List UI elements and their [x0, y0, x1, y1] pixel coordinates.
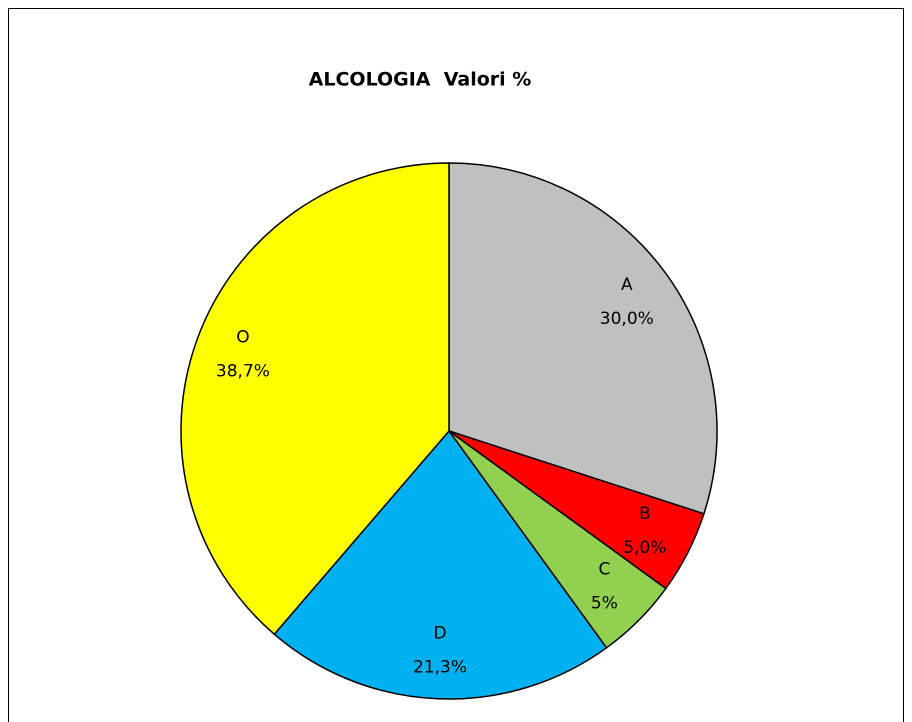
- pie-slice: [273, 429, 608, 700]
- chart-title: ALCOLOGIA Valori %: [309, 69, 532, 91]
- slice-value-label: 38,7%: [216, 362, 270, 382]
- slice-category-label: D: [433, 624, 446, 644]
- slice-category-label: C: [598, 559, 610, 579]
- slice-category-label: A: [621, 275, 633, 295]
- slice-value-label: 5%: [591, 593, 618, 613]
- slice-value-label: 5,0%: [623, 538, 666, 558]
- slice-value-label: 21,3%: [413, 658, 467, 678]
- pie-slice: [180, 162, 450, 636]
- slice-category-label: B: [639, 504, 651, 524]
- slice-category-label: O: [236, 328, 249, 348]
- pie-slice: [448, 162, 718, 515]
- slice-value-label: 30,0%: [600, 309, 654, 329]
